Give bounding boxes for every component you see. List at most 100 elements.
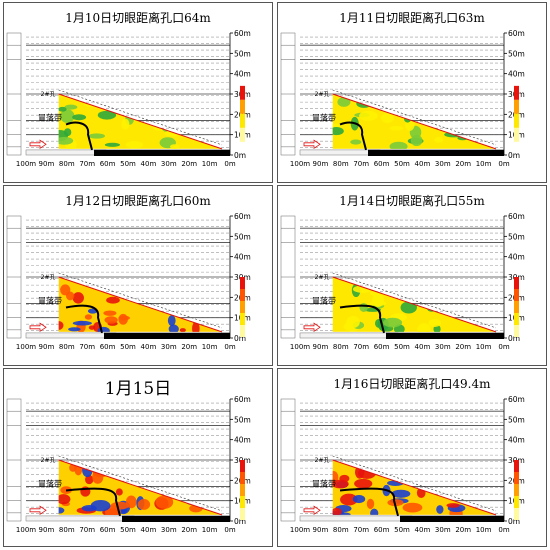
color-scale-segment: [514, 113, 519, 128]
anomaly-blob: [446, 482, 465, 496]
caving-zone-label: 冒落带: [312, 478, 336, 488]
anomaly-blob: [389, 141, 408, 149]
anomaly-blob: [103, 310, 117, 316]
anomaly-blob: [190, 96, 198, 105]
y-tick-label: 0m: [234, 151, 246, 160]
anomaly-blob: [118, 315, 131, 321]
x-tick-label: 70m: [353, 526, 369, 534]
anomaly-blob: [118, 287, 132, 296]
panel-title: 1月11日切眼距离孔口63m: [339, 11, 485, 25]
anomaly-blob: [442, 481, 454, 487]
color-scale-segment: [240, 472, 245, 484]
borehole-line: [58, 93, 223, 150]
anomaly-blob: [369, 301, 387, 306]
x-tick-label: 30m: [435, 160, 451, 168]
color-scale-segment: [240, 484, 245, 496]
anomaly-blob: [189, 504, 203, 513]
color-scale-segment: [514, 99, 519, 114]
y-tick-label: 0m: [508, 517, 520, 526]
anomaly-blob: [337, 97, 351, 107]
anomaly-blob: [428, 318, 442, 327]
anomaly-blob: [350, 139, 362, 145]
anomaly-blob: [446, 297, 462, 307]
x-tick-label: 30m: [435, 526, 451, 534]
anomaly-blob: [370, 508, 379, 515]
borehole-guide: [332, 89, 497, 146]
anomaly-blob: [175, 108, 188, 116]
advance-arrow-icon: [303, 505, 321, 516]
anomaly-blob: [340, 493, 358, 506]
x-tick-label: 100m: [290, 526, 310, 534]
x-tick-label: 20m: [181, 526, 197, 534]
x-tick-label: 70m: [79, 526, 95, 534]
anomaly-blob: [393, 97, 410, 108]
anomaly-blob: [58, 106, 67, 112]
y-tick-label: 50m: [508, 232, 525, 241]
anomaly-blob: [121, 118, 130, 130]
x-tick-label: 10m: [202, 526, 218, 534]
x-tick-label: 60m: [374, 526, 390, 534]
anomaly-blob: [339, 474, 350, 483]
x-tick-label: 20m: [181, 343, 197, 351]
anomaly-zone: [332, 277, 496, 332]
anomaly-blob: [187, 285, 195, 295]
x-tick-label: 80m: [333, 526, 349, 534]
anomaly-blob: [436, 505, 444, 514]
anomaly-blob: [452, 117, 472, 125]
x-tick-label: 90m: [39, 160, 55, 168]
anomaly-blob: [60, 284, 71, 296]
x-tick-label: 90m: [313, 343, 329, 351]
anomaly-blob: [58, 321, 64, 330]
hole-label: 2#孔: [41, 90, 56, 98]
color-scale-segment: [240, 301, 245, 313]
color-scale-segment: [514, 127, 519, 142]
anomaly-blob: [125, 140, 144, 149]
color-scale-segment: [514, 313, 519, 325]
borehole-guide: [58, 455, 223, 512]
anomaly-blob: [170, 144, 180, 149]
x-tick-label: 90m: [39, 526, 55, 534]
anomaly-blob: [402, 502, 423, 513]
y-tick-label: 50m: [508, 415, 525, 424]
anomaly-blob: [422, 294, 433, 300]
anomaly-blob: [383, 317, 403, 328]
x-tick-label: 100m: [290, 343, 310, 351]
borehole-guide: [332, 455, 497, 512]
anomaly-blob: [188, 127, 197, 139]
advance-arrow-icon: [29, 139, 47, 150]
y-tick-label: 60m: [508, 29, 525, 38]
x-tick-label: 70m: [353, 160, 369, 168]
anomaly-blob: [58, 507, 65, 514]
x-tick-label: 20m: [455, 343, 471, 351]
x-tick-label: 10m: [476, 343, 492, 351]
x-tick-label: 0m: [498, 160, 509, 168]
borehole-guide: [332, 272, 497, 329]
anomaly-blob: [137, 498, 151, 510]
y-tick-label: 40m: [508, 436, 525, 445]
x-tick-label: 70m: [79, 343, 95, 351]
y-tick-label: 0m: [234, 517, 246, 526]
anomaly-blob: [434, 136, 444, 143]
anomaly-blob: [88, 133, 106, 139]
x-tick-label: 60m: [100, 343, 116, 351]
anomaly-blob: [381, 113, 394, 124]
anomaly-blob: [455, 125, 467, 135]
color-scale-segment: [514, 496, 519, 508]
anomaly-blob: [410, 134, 423, 147]
x-tick-label: 40m: [415, 343, 431, 351]
anomaly-blob: [346, 315, 360, 329]
x-tick-label: 40m: [141, 160, 157, 168]
color-scale-segment: [240, 508, 245, 520]
anomaly-blob: [458, 300, 477, 315]
y-tick-label: 0m: [508, 334, 520, 343]
anomaly-blob: [97, 110, 117, 120]
anomaly-blob: [72, 114, 87, 121]
x-tick-label: 0m: [498, 343, 509, 351]
anomaly-blob: [411, 104, 421, 109]
borehole-line: [58, 459, 223, 516]
anomaly-blob: [90, 500, 111, 512]
